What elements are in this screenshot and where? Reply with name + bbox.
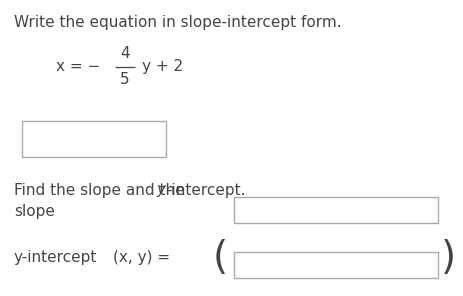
Text: Find the slope and the: Find the slope and the: [14, 184, 189, 198]
Text: 5: 5: [120, 73, 130, 87]
Text: (x, y) =: (x, y) =: [113, 250, 170, 265]
FancyBboxPatch shape: [234, 197, 438, 223]
Text: -intercept.: -intercept.: [166, 184, 245, 198]
Text: ): ): [441, 239, 457, 276]
Text: y-intercept: y-intercept: [14, 250, 97, 265]
Text: x = −: x = −: [56, 59, 105, 74]
Text: $y$: $y$: [156, 183, 168, 199]
FancyBboxPatch shape: [22, 121, 166, 157]
Text: (: (: [213, 239, 228, 276]
Text: 4: 4: [120, 46, 130, 61]
Text: y + 2: y + 2: [142, 59, 183, 74]
Text: slope: slope: [14, 204, 55, 219]
Text: Write the equation in slope-intercept form.: Write the equation in slope-intercept fo…: [14, 15, 342, 30]
FancyBboxPatch shape: [234, 252, 438, 278]
